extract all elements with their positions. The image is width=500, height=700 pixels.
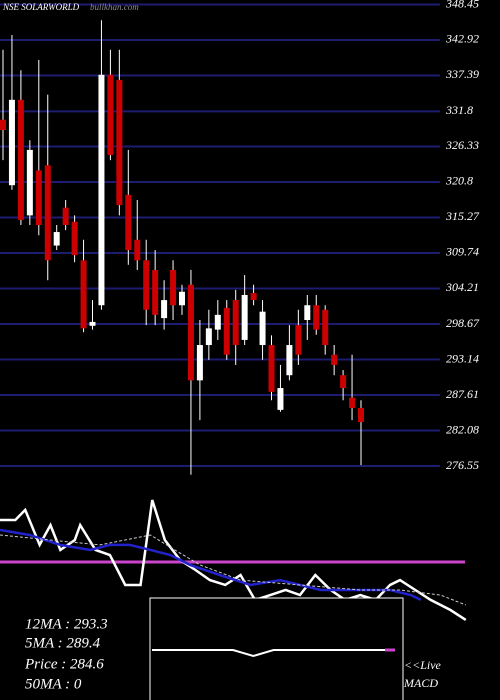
candle-body [107, 74, 114, 156]
candle-body [223, 307, 230, 355]
info-text: 12MA : 293.3 [25, 616, 108, 632]
candle-body [143, 260, 150, 310]
indicator-line [0, 534, 466, 606]
candle-body [80, 260, 87, 329]
y-tick-label: 287.61 [446, 387, 479, 401]
candle-body [53, 232, 60, 246]
candle-body [170, 269, 177, 306]
y-tick-label: 348.45 [445, 0, 479, 10]
y-tick-label: 337.39 [445, 67, 479, 81]
candle-body [62, 207, 69, 226]
candle-body [187, 284, 194, 381]
candle-body [116, 79, 123, 206]
candle-body [214, 314, 221, 330]
y-tick-label: 298.67 [446, 316, 480, 330]
chart-title: NSE SOLARWORLD [2, 2, 80, 12]
candle-body [205, 328, 212, 346]
candle-body [89, 321, 96, 326]
candle-body [322, 309, 329, 346]
y-tick-label: 326.33 [445, 138, 479, 152]
candle-body [277, 388, 284, 410]
candle-body [17, 99, 24, 220]
y-tick-label: 315.27 [445, 209, 480, 223]
y-tick-label: 282.08 [446, 422, 479, 436]
info-text: 5MA : 289.4 [25, 635, 101, 651]
candle-body [358, 407, 364, 423]
candle-body [71, 221, 78, 256]
candle-body [313, 305, 320, 330]
info-text: 50MA : 0 [25, 676, 82, 692]
candle-body [179, 291, 185, 306]
macd-label: MACD [403, 676, 438, 690]
candle-body [268, 345, 275, 392]
candle-body [0, 119, 6, 130]
candle-body [295, 325, 302, 355]
y-tick-label: 309.74 [445, 245, 479, 259]
candle-body [304, 305, 311, 321]
candle-body [26, 149, 33, 216]
y-tick-label: 293.14 [446, 351, 479, 365]
candle-body [331, 354, 338, 365]
candle-body [44, 165, 51, 261]
candle-body [35, 170, 42, 226]
candle-body [161, 300, 168, 319]
candle-body [152, 269, 159, 315]
candle-body [134, 239, 141, 261]
y-tick-label: 320.8 [445, 174, 473, 188]
candle-body [196, 345, 203, 381]
macd-line [152, 649, 395, 658]
candle-body [340, 375, 347, 389]
candle-body [286, 345, 293, 376]
candle-body [125, 194, 132, 251]
candle-body [259, 311, 266, 346]
candle-body [349, 397, 356, 408]
y-tick-label: 331.8 [445, 103, 473, 117]
indicator-line [0, 528, 422, 602]
watermark: bullkhan.com [90, 2, 139, 12]
live-label: <<Live [404, 658, 442, 672]
y-tick-label: 304.21 [445, 280, 479, 294]
candle-body [8, 99, 15, 186]
y-tick-label: 342.92 [445, 32, 479, 46]
y-tick-label: 276.55 [446, 458, 479, 472]
info-text: Price : 284.6 [24, 656, 104, 672]
candle-body [232, 300, 239, 346]
candle-body [250, 293, 257, 301]
candle-body [241, 294, 248, 340]
candle-body [98, 74, 105, 306]
